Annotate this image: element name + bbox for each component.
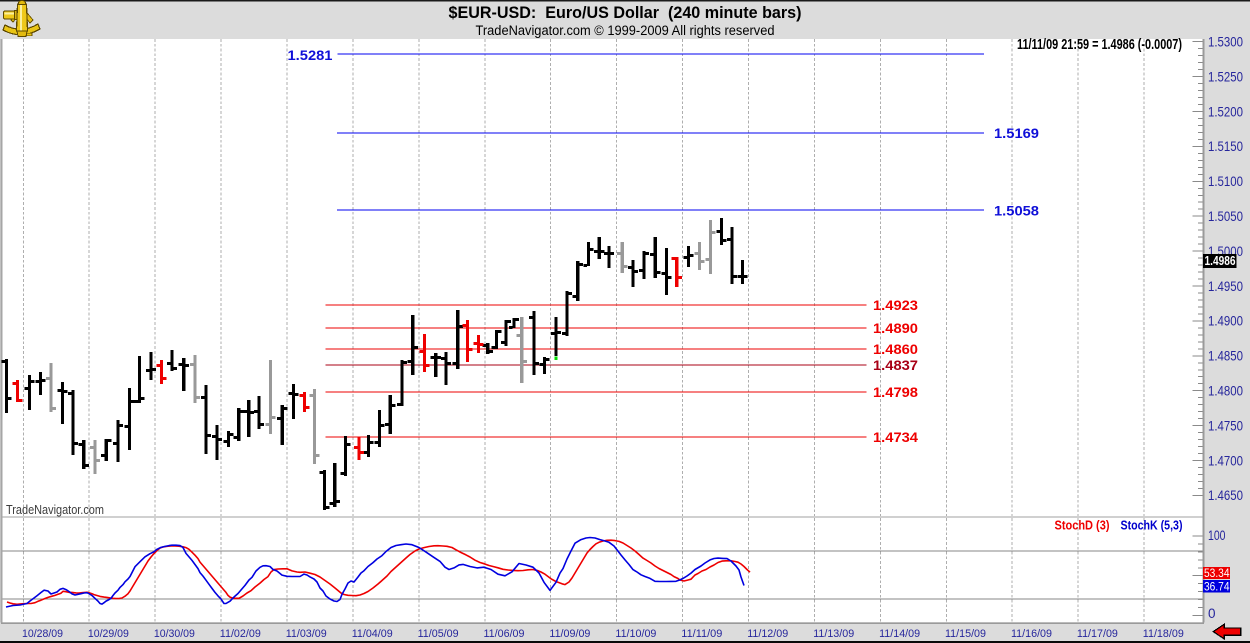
- svg-text:1.4837: 1.4837: [873, 357, 918, 373]
- svg-text:1.4650: 1.4650: [1208, 488, 1243, 503]
- svg-text:1.5050: 1.5050: [1208, 209, 1243, 224]
- svg-text:11/10/09: 11/10/09: [615, 628, 656, 640]
- svg-text:$EUR-USD: Euro/US Dollar (24: $EUR-USD: Euro/US Dollar (240 minute bar…: [449, 3, 802, 22]
- svg-text:10/28/09: 10/28/09: [22, 628, 63, 640]
- svg-text:1.5200: 1.5200: [1208, 104, 1243, 119]
- svg-text:1.4890: 1.4890: [873, 320, 918, 336]
- svg-text:1.5169: 1.5169: [994, 125, 1039, 141]
- svg-text:1.5281: 1.5281: [288, 47, 333, 63]
- svg-text:1.5300: 1.5300: [1208, 35, 1243, 50]
- svg-text:11/03/09: 11/03/09: [286, 628, 327, 640]
- svg-text:StochD (3): StochD (3): [1055, 519, 1110, 533]
- svg-text:1.4700: 1.4700: [1208, 453, 1243, 468]
- svg-text:11/04/09: 11/04/09: [352, 628, 393, 640]
- svg-text:1.4750: 1.4750: [1208, 418, 1243, 433]
- svg-text:1.4923: 1.4923: [873, 297, 918, 313]
- svg-text:11/13/09: 11/13/09: [813, 628, 854, 640]
- svg-text:11/12/09: 11/12/09: [747, 628, 788, 640]
- svg-text:11/02/09: 11/02/09: [220, 628, 261, 640]
- svg-text:1.4734: 1.4734: [873, 429, 918, 445]
- svg-text:1.4798: 1.4798: [873, 384, 918, 400]
- svg-text:1.4950: 1.4950: [1208, 279, 1243, 294]
- svg-text:11/16/09: 11/16/09: [1011, 628, 1052, 640]
- svg-text:1.4986: 1.4986: [1205, 253, 1236, 268]
- svg-text:11/09/09: 11/09/09: [549, 628, 590, 640]
- svg-text:100: 100: [1208, 528, 1226, 543]
- svg-text:1.5250: 1.5250: [1208, 69, 1243, 84]
- svg-text:11/18/09: 11/18/09: [1143, 628, 1184, 640]
- svg-text:10/30/09: 10/30/09: [154, 628, 195, 640]
- svg-text:11/11/09: 11/11/09: [681, 628, 722, 640]
- svg-text:1.4800: 1.4800: [1208, 384, 1243, 399]
- svg-text:53.34: 53.34: [1204, 566, 1230, 580]
- svg-text:11/05/09: 11/05/09: [418, 628, 459, 640]
- svg-text:10/29/09: 10/29/09: [88, 628, 129, 640]
- svg-text:1.4860: 1.4860: [873, 341, 918, 357]
- svg-text:1.4850: 1.4850: [1208, 349, 1243, 364]
- svg-text:36.74: 36.74: [1204, 579, 1230, 593]
- svg-text:11/15/09: 11/15/09: [945, 628, 986, 640]
- svg-text:StochK (5,3): StochK (5,3): [1121, 519, 1183, 533]
- svg-text:1.4900: 1.4900: [1208, 314, 1243, 329]
- svg-text:TradeNavigator.com © 1999-2009: TradeNavigator.com © 1999-2009 All right…: [476, 23, 775, 38]
- svg-text:11/11/09 21:59 = 1.4986 (-0.00: 11/11/09 21:59 = 1.4986 (-0.0007): [1017, 37, 1182, 53]
- svg-text:11/14/09: 11/14/09: [879, 628, 920, 640]
- svg-text:11/17/09: 11/17/09: [1077, 628, 1118, 640]
- svg-text:1.5100: 1.5100: [1208, 174, 1243, 189]
- svg-text:11/06/09: 11/06/09: [484, 628, 525, 640]
- svg-text:TradeNavigator.com: TradeNavigator.com: [6, 503, 104, 517]
- svg-text:1.5150: 1.5150: [1208, 139, 1243, 154]
- svg-text:0: 0: [1208, 606, 1216, 621]
- svg-text:1.5058: 1.5058: [994, 203, 1039, 219]
